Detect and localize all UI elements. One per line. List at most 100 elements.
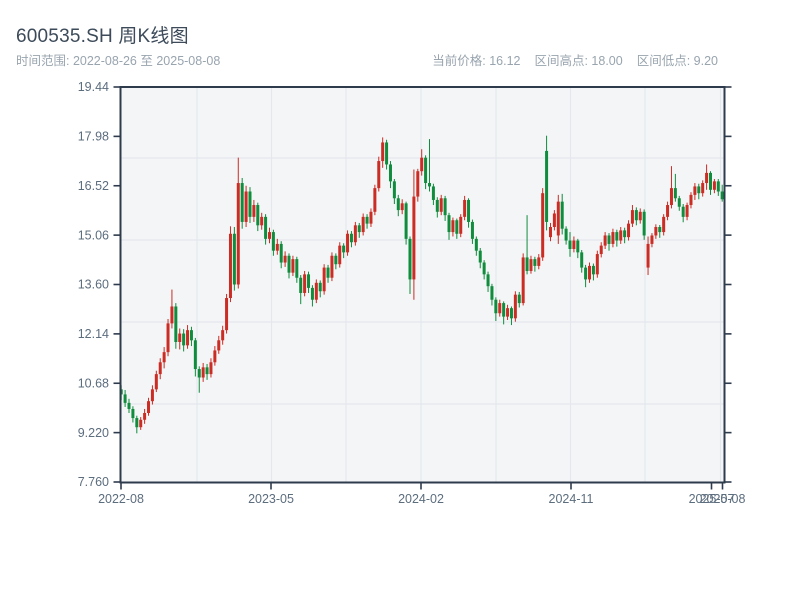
- candle-body: [697, 186, 701, 194]
- candle-body: [127, 402, 131, 409]
- candle-body: [693, 186, 697, 195]
- candle-body: [509, 308, 513, 319]
- candle-body: [482, 262, 486, 275]
- candle-body: [521, 257, 525, 304]
- candle-body: [560, 201, 564, 229]
- candle-body: [556, 201, 560, 236]
- candle-body: [420, 157, 424, 172]
- candle-body: [186, 330, 190, 346]
- candle-body: [533, 259, 537, 266]
- candle-body: [595, 254, 599, 275]
- candle-body: [291, 259, 295, 273]
- candle-body: [412, 196, 416, 280]
- candle-body: [599, 245, 603, 255]
- candle-body: [564, 228, 568, 241]
- candle-body: [537, 257, 541, 266]
- candle-body: [677, 198, 681, 207]
- candle-body: [572, 240, 576, 249]
- candle-body: [256, 205, 260, 226]
- x-axis-tick-label: 2025-08: [700, 492, 746, 506]
- candle-body: [568, 240, 572, 249]
- candle-body: [388, 164, 392, 182]
- candle-body: [712, 181, 716, 190]
- candle-body: [225, 298, 229, 331]
- candle-body: [685, 205, 689, 217]
- candle-body: [303, 274, 307, 293]
- candle-body: [478, 250, 482, 263]
- candle-body: [424, 157, 428, 184]
- candle-body: [666, 205, 670, 217]
- candle-body: [217, 340, 221, 351]
- stat-range-low: 区间低点: 9.20: [636, 54, 718, 68]
- x-axis-tick-label: 2024-02: [398, 492, 444, 506]
- y-axis-tick-label: 12.14: [78, 327, 109, 341]
- candle-body: [357, 225, 361, 233]
- candle-body: [650, 235, 654, 244]
- y-axis-tick-label: 10.68: [78, 376, 109, 390]
- plot-area: [120, 87, 725, 483]
- candle-body: [131, 408, 135, 419]
- candle-body: [283, 255, 287, 263]
- candle-body: [459, 216, 463, 234]
- candle-body: [642, 211, 646, 236]
- candle-body: [166, 323, 170, 353]
- candle-body: [591, 265, 595, 275]
- candle-body: [307, 274, 311, 288]
- candle-body: [646, 243, 650, 268]
- candle-body: [474, 238, 478, 251]
- candle-body: [365, 216, 369, 224]
- candle-body: [467, 199, 471, 222]
- candle-body: [416, 171, 420, 197]
- candle-body: [201, 367, 205, 378]
- candle-body: [248, 191, 252, 217]
- candle-body: [470, 221, 474, 239]
- candle-body: [361, 216, 365, 233]
- y-axis-tick-label: 17.98: [78, 130, 109, 144]
- candle-body: [373, 188, 377, 212]
- candle-body: [658, 227, 662, 233]
- candle-body: [673, 188, 677, 199]
- candle-body: [346, 233, 350, 253]
- candle-body: [147, 401, 151, 414]
- candle-body: [275, 243, 279, 251]
- candle-body: [701, 183, 705, 194]
- candle-body: [264, 216, 268, 239]
- x-axis-tick-label: 2023-05: [248, 492, 294, 506]
- candle-body: [240, 183, 244, 222]
- y-axis-tick-label: 19.44: [78, 80, 109, 94]
- candle-body: [209, 362, 213, 375]
- candle-body: [178, 333, 182, 342]
- price-stats-row: 当前价格: 16.12 区间高点: 18.00 区间低点: 9.20: [432, 50, 718, 69]
- candle-body: [123, 394, 127, 403]
- candle-body: [271, 232, 275, 251]
- candle-body: [236, 183, 240, 285]
- candle-body: [197, 369, 201, 378]
- candle-body: [369, 211, 373, 224]
- candle-body: [681, 206, 685, 217]
- candle-body: [221, 330, 225, 341]
- candle-body: [584, 267, 588, 280]
- candle-body: [615, 232, 619, 241]
- candle-body: [545, 150, 549, 222]
- candle-body: [252, 205, 256, 217]
- y-axis-tick-label: 9.220: [78, 426, 109, 440]
- candle-body: [295, 259, 299, 278]
- date-range-label: 时间范围: 2022-08-26 至 2025-08-08: [16, 54, 221, 68]
- plot-spines: [119, 86, 726, 484]
- candle-body: [314, 282, 318, 300]
- candle-body: [349, 233, 353, 243]
- candle-body: [139, 419, 143, 428]
- candle-body: [330, 255, 334, 278]
- candle-body: [490, 286, 494, 300]
- candle-body: [443, 198, 447, 216]
- candle-body: [244, 191, 248, 222]
- candle-body: [170, 306, 174, 324]
- candle-body: [455, 220, 459, 234]
- candle-body: [708, 172, 712, 190]
- candle-body: [580, 252, 584, 268]
- y-axis-tick-label: 13.60: [78, 278, 109, 292]
- candle-body: [310, 287, 314, 300]
- candle-body: [638, 211, 642, 221]
